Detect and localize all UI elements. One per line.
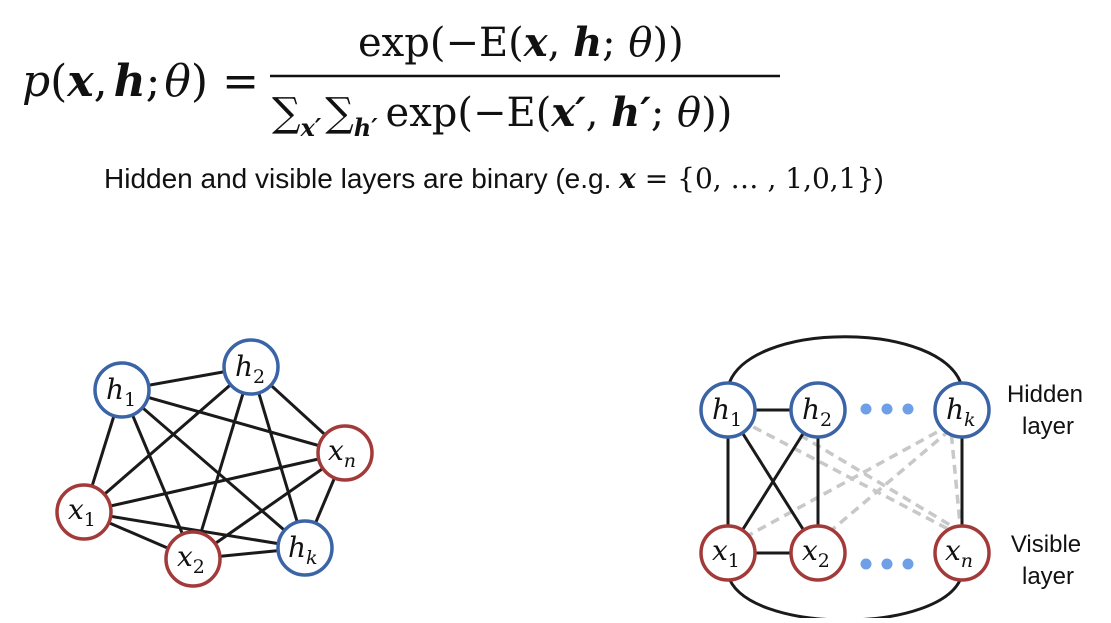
note-close: ): [874, 163, 883, 194]
num-comma: ,: [548, 20, 573, 66]
node-sub: 1: [84, 509, 96, 531]
node-sub: 1: [124, 389, 136, 411]
node-sub: 1: [728, 550, 740, 572]
visible-ellipsis-dots: [861, 559, 914, 570]
node-base: x: [328, 434, 344, 467]
note-eq: =: [636, 162, 677, 195]
node-sub: 2: [193, 556, 205, 578]
formula-p: p: [22, 56, 50, 107]
node-sub: n: [344, 450, 356, 472]
node-sub: k: [964, 409, 976, 431]
node-base: h: [288, 531, 306, 564]
note-text: Hidden and visible layers are binary (e.…: [104, 163, 619, 194]
general-boltzmann-machine: h1 h2 xn hk x2 x1: [57, 340, 372, 586]
formula-equals: =: [222, 56, 259, 107]
left-node-h2: h2: [224, 340, 278, 394]
solid-edges: [728, 410, 962, 553]
node-base: x: [945, 534, 961, 567]
num-semi: ;: [602, 20, 628, 66]
den-h: h′: [611, 89, 651, 136]
node-sub: n: [961, 550, 973, 572]
visible-layer-label-line2: layer: [1022, 563, 1074, 590]
right-node-x2: x2: [791, 526, 845, 580]
left-node-x2: x2: [166, 532, 220, 586]
dot: [882, 559, 893, 570]
node-base: x: [712, 534, 728, 567]
formula-lhs-semi: ;: [146, 56, 161, 107]
formula-lhs-open: (: [50, 56, 67, 107]
hidden-ellipsis-dots: [861, 404, 914, 415]
den-sum-h: ∑: [325, 90, 354, 136]
left-node-x1: x1: [57, 485, 111, 539]
den-x: x′: [550, 89, 586, 136]
node-sub: 2: [820, 409, 832, 431]
node-sub: k: [306, 547, 318, 569]
dashed-edge-h2-xn: [800, 435, 950, 525]
node-base: x: [177, 540, 193, 573]
node-base: x: [802, 534, 818, 567]
formula-lhs-theta: θ: [164, 56, 191, 107]
dot: [903, 404, 914, 415]
formula-lhs-x: x: [66, 56, 94, 107]
formula-lhs-close: ): [191, 56, 208, 107]
dot: [903, 559, 914, 570]
den-exp: exp: [386, 90, 458, 136]
formula-lhs: p(x, h;θ) =: [22, 56, 259, 107]
den-comma: ,: [586, 90, 611, 136]
num-exp: exp: [358, 20, 430, 66]
left-node-hk: hk: [278, 521, 332, 575]
right-node-hk: hk: [935, 383, 989, 437]
den-close: )): [701, 90, 732, 136]
num-x: x: [523, 19, 549, 66]
arc-h1-hk: [728, 337, 962, 387]
layered-boltzmann-machine: h1 h2 hk x1 x2 xn Hidden layer Visible l…: [701, 337, 1083, 618]
hidden-layer-label-line1: Hidden: [1007, 381, 1083, 408]
dot: [861, 404, 872, 415]
right-node-h2: h2: [791, 383, 845, 437]
node-base: x: [68, 493, 84, 526]
den-theta: θ: [677, 90, 701, 136]
left-node-h1: h1: [95, 363, 149, 417]
node-base: h: [712, 393, 730, 426]
formula-lhs-comma: ,: [94, 56, 108, 107]
energy-formula: p(x, h;θ) = exp(−E(x, h; θ)) ∑x′ ∑h′ exp(−E(…: [22, 19, 780, 142]
node-base: h: [946, 393, 964, 426]
formula-numerator: exp(−E(x, h; θ)): [358, 19, 684, 66]
node-base: h: [106, 373, 124, 406]
den-sub-x: x′: [300, 113, 322, 142]
node-sub: 1: [730, 409, 742, 431]
hidden-layer-label-line2: layer: [1022, 413, 1074, 440]
dashed-edge-h1-xn: [740, 420, 950, 530]
dot: [861, 559, 872, 570]
note-var: x: [618, 162, 636, 195]
den-open: (−E(: [457, 90, 551, 136]
right-node-h1: h1: [701, 383, 755, 437]
num-h: h: [573, 19, 602, 66]
formula-denominator: ∑x′ ∑h′ exp(−E(x′, h′; θ)): [272, 89, 732, 142]
visible-layer-label-line1: Visible: [1011, 531, 1081, 558]
dot: [882, 404, 893, 415]
node-base: h: [802, 393, 820, 426]
right-node-x1: x1: [701, 526, 755, 580]
note-value: {0, … , 1,0,1}: [677, 162, 874, 195]
den-sum-x: ∑: [272, 90, 301, 136]
right-node-xn: xn: [935, 526, 989, 580]
den-sub-h: h′: [354, 113, 378, 142]
node-base: h: [235, 350, 253, 383]
node-sub: 2: [818, 550, 830, 572]
arc-x1-xn: [728, 575, 962, 618]
num-close: )): [652, 20, 683, 66]
binary-note: Hidden and visible layers are binary (e.…: [104, 162, 884, 195]
num-theta: θ: [628, 20, 652, 66]
formula-lhs-h: h: [114, 56, 146, 107]
edge-xn-x1: [84, 453, 345, 512]
num-open: (−E(: [430, 20, 524, 66]
den-semi: ;: [651, 90, 677, 136]
left-node-xn: xn: [318, 426, 372, 480]
node-sub: 2: [253, 366, 265, 388]
